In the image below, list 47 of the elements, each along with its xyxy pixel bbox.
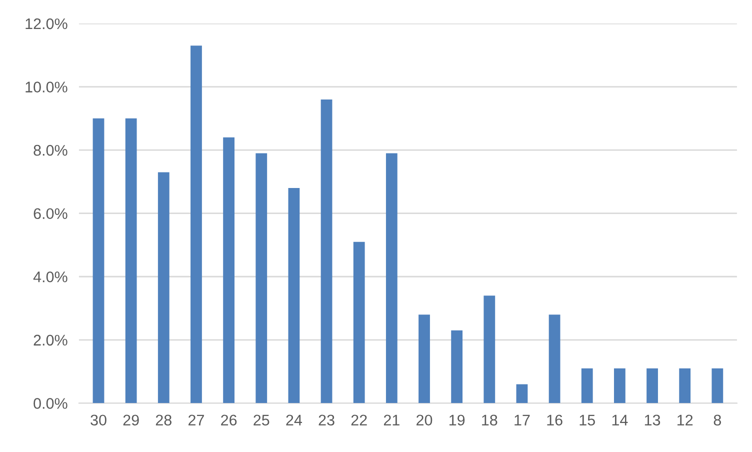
x-tick-label: 25 xyxy=(254,414,270,426)
bar xyxy=(548,314,560,404)
x-tick-label: 28 xyxy=(156,414,172,426)
y-tick-label: 4.0% xyxy=(33,271,68,282)
x-tick-label: 21 xyxy=(384,414,400,426)
x-tick-label: 18 xyxy=(482,414,498,426)
x-tick-label: 16 xyxy=(547,414,562,426)
y-tick-label: 6.0% xyxy=(34,208,68,220)
bar xyxy=(320,99,332,404)
bar xyxy=(158,172,170,404)
y-tick-label: 10.0% xyxy=(26,82,68,92)
bar xyxy=(288,188,300,404)
x-tick-label: 8 xyxy=(714,414,721,426)
bar xyxy=(679,368,691,404)
bar xyxy=(125,118,137,404)
y-tick-label: 8.0% xyxy=(34,144,68,156)
x-tick-label: 26 xyxy=(221,414,237,426)
y-tick-label: 12.0% xyxy=(26,18,68,30)
bar xyxy=(516,384,528,404)
x-tick-label: 30 xyxy=(90,414,106,426)
bar xyxy=(712,368,724,404)
x-tick-label: 19 xyxy=(449,414,465,426)
x-tick-label: 13 xyxy=(644,414,660,426)
bar xyxy=(581,368,593,404)
x-tick-label: 27 xyxy=(188,414,204,426)
x-tick-label: 22 xyxy=(351,414,367,426)
x-tick-label: 20 xyxy=(416,414,432,426)
bar xyxy=(451,330,463,404)
x-tick-label: 24 xyxy=(286,414,302,426)
y-tick-label: 0.0% xyxy=(34,398,68,409)
bar xyxy=(484,296,496,404)
bar xyxy=(256,153,268,404)
bar xyxy=(223,137,234,404)
x-tick-label: 17 xyxy=(514,414,530,426)
bar xyxy=(353,242,365,404)
x-tick-label: 23 xyxy=(318,414,334,426)
x-tick-label: 12 xyxy=(678,414,693,426)
bar xyxy=(386,153,398,404)
bar xyxy=(418,314,430,404)
bar xyxy=(92,118,104,404)
bar xyxy=(614,368,626,404)
x-tick-label: 29 xyxy=(123,414,139,426)
x-tick-label: 15 xyxy=(580,414,595,426)
bar xyxy=(190,46,202,404)
bar xyxy=(646,368,658,404)
x-tick-label: 14 xyxy=(612,414,628,426)
y-tick-label: 2.0% xyxy=(34,334,68,346)
